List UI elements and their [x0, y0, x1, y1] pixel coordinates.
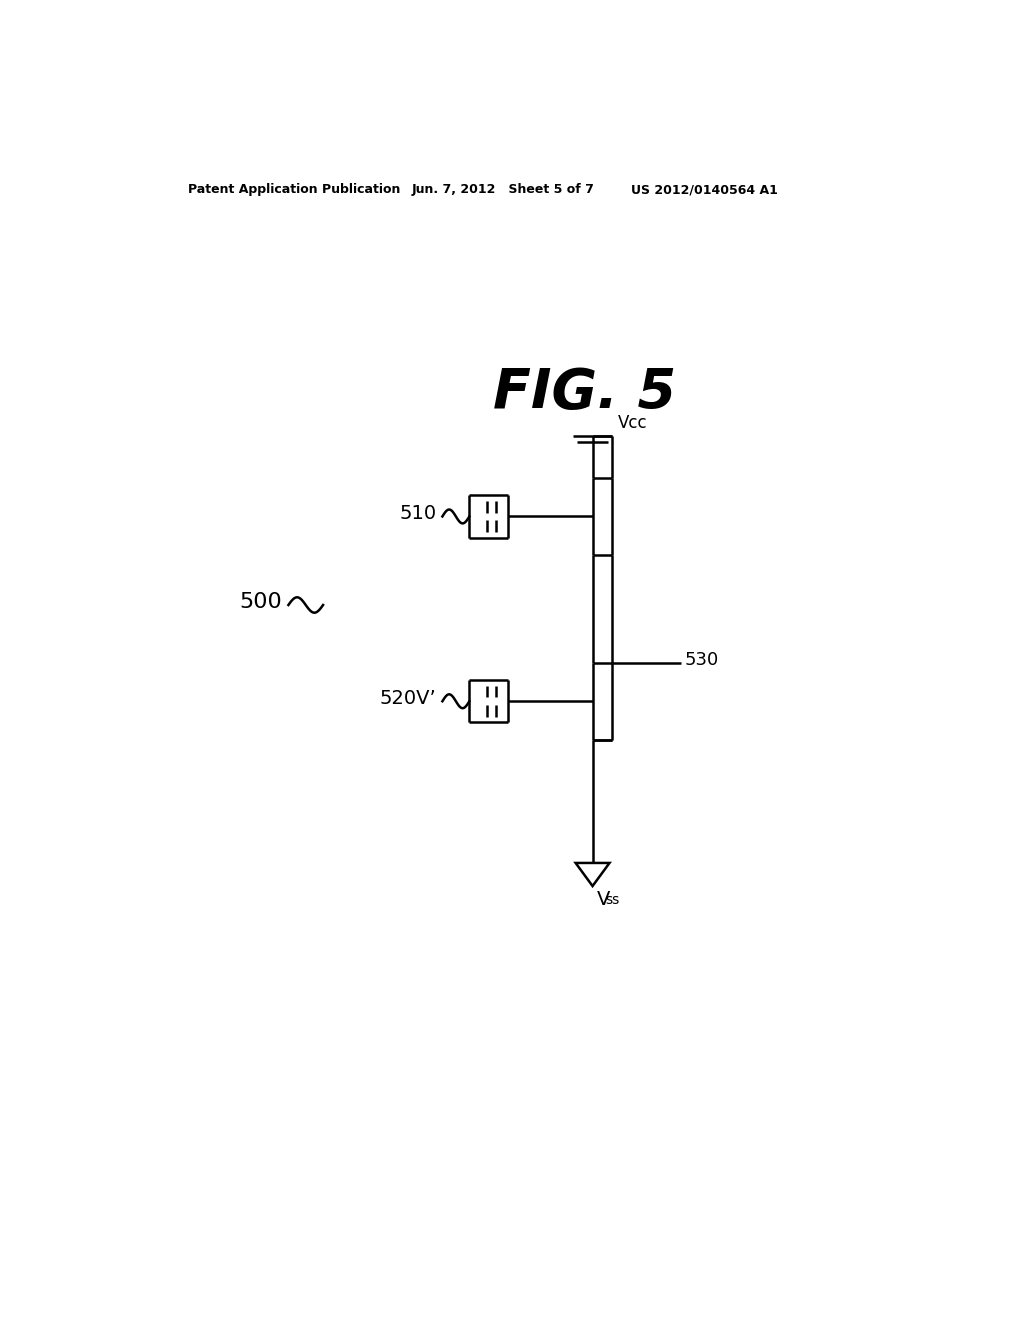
Text: 500: 500 [240, 591, 283, 612]
Text: 520V’: 520V’ [380, 689, 436, 708]
Text: Patent Application Publication: Patent Application Publication [188, 183, 400, 197]
Text: FIG. 5: FIG. 5 [494, 367, 677, 420]
Text: Jun. 7, 2012   Sheet 5 of 7: Jun. 7, 2012 Sheet 5 of 7 [412, 183, 595, 197]
Text: ss: ss [605, 892, 620, 907]
Text: V: V [596, 890, 609, 909]
Text: Vcc: Vcc [617, 413, 647, 432]
Text: US 2012/0140564 A1: US 2012/0140564 A1 [631, 183, 778, 197]
Text: 530: 530 [685, 652, 719, 669]
Text: 510: 510 [399, 504, 436, 523]
